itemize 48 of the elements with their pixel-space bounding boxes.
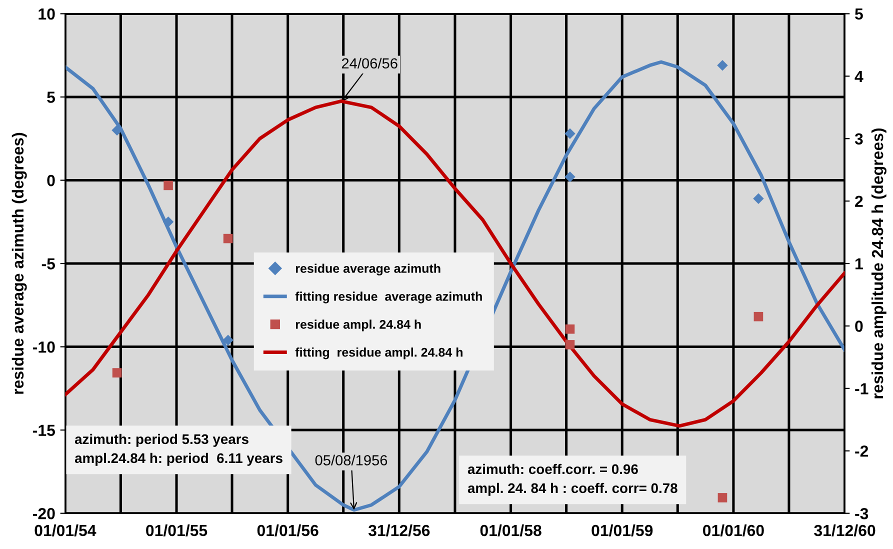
x-tick-label: 01/01/58 <box>480 524 542 536</box>
legend-label: fitting residue average azimuth <box>295 292 482 304</box>
y2-tick-label: 3 <box>854 133 863 145</box>
x-tick-label: 01/01/54 <box>34 524 96 536</box>
y2-tick-label: 5 <box>854 8 863 20</box>
point <box>718 493 728 502</box>
x-tick-label: 31/12/60 <box>814 524 876 536</box>
y2-tick-label: 0 <box>855 320 863 332</box>
point <box>565 340 575 350</box>
y-tick-label: -15 <box>33 424 56 436</box>
point <box>162 216 174 228</box>
point <box>565 324 575 334</box>
y-tick-label: 5 <box>47 92 56 103</box>
annotation: azimuth: period 5.53 years ampl.24.84 h: period 6.11 years <box>74 434 282 466</box>
x-tick-label: 01/01/55 <box>146 524 208 536</box>
y2-tick-label: -2 <box>855 446 868 457</box>
legend-label: fitting residue ampl. 24.84 h <box>295 348 462 360</box>
y2-tick-label: 2 <box>855 196 863 207</box>
point <box>754 312 764 322</box>
y-tick-label: -10 <box>33 341 55 353</box>
point <box>564 128 576 140</box>
point <box>717 60 728 71</box>
legend-label: residue average azimuth <box>296 264 440 276</box>
y2-tick-label: 4 <box>854 70 864 82</box>
point <box>223 234 233 244</box>
legend-label: residue ampl. 24.84 h <box>296 320 421 332</box>
annotation: 05/08/1956 <box>315 454 388 466</box>
y2-tick-label: -3 <box>855 508 868 520</box>
point <box>564 172 576 182</box>
line-series <box>65 99 845 428</box>
y-tick-label: 10 <box>38 8 55 20</box>
y-axis-title: residue average azimuth (degrees) <box>12 132 27 394</box>
x-tick-label: 01/01/59 <box>592 524 653 536</box>
x-tick-label: 01/01/56 <box>257 524 318 536</box>
y-tick-label: 0 <box>47 174 55 186</box>
y-tick-label: -20 <box>33 508 55 520</box>
y2-axis-title: residue amplitude 24.84 h (degrees) <box>871 128 886 398</box>
annotation: 24/06/56 <box>342 58 398 69</box>
y2-tick-label: -1 <box>855 383 868 394</box>
y2-tick-label: 1 <box>856 258 863 270</box>
x-tick-label: 31/12/56 <box>368 524 430 536</box>
point <box>112 368 122 378</box>
x-tick-label: 01/01/60 <box>703 524 764 536</box>
point <box>222 334 234 346</box>
point <box>164 180 173 190</box>
y-tick-label: -5 <box>42 258 56 270</box>
annotation: azimuth: coeff.corr. = 0.96 ampl. 24. 84 h : coeff. corr= 0.78 <box>468 464 678 496</box>
point <box>753 193 764 204</box>
